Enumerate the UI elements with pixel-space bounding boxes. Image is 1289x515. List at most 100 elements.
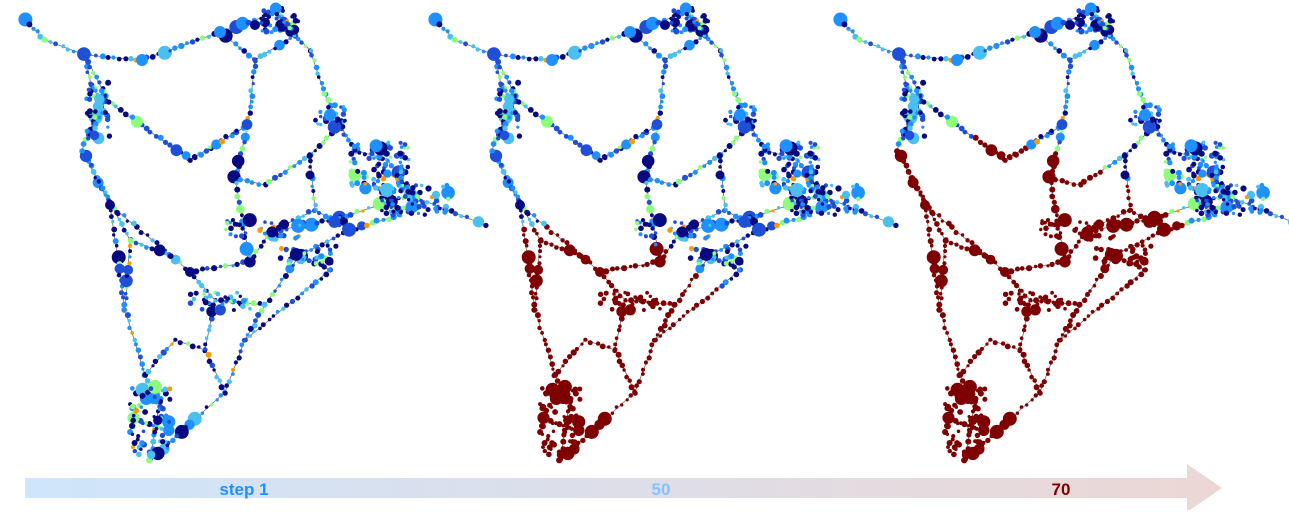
network-node: [644, 261, 650, 267]
network-node: [240, 226, 245, 231]
network-node: [1081, 14, 1087, 19]
network-node: [218, 297, 225, 304]
network-node: [673, 220, 677, 224]
network-node: [284, 302, 290, 308]
network-node: [946, 413, 951, 418]
network-node: [206, 327, 212, 333]
network-node: [1132, 211, 1136, 215]
network-node: [650, 298, 657, 304]
network-node: [319, 114, 323, 119]
network-node: [1026, 139, 1037, 150]
network-node: [531, 301, 538, 308]
network-node: [510, 185, 516, 191]
network-node: [1054, 342, 1060, 348]
network-node: [921, 114, 926, 119]
network-node: [339, 216, 348, 226]
network-node: [295, 295, 301, 301]
network-node: [966, 364, 970, 368]
network-node: [564, 400, 569, 405]
network-node: [405, 164, 411, 170]
network-node: [1033, 393, 1039, 398]
network-node: [938, 264, 949, 275]
network-node: [1115, 291, 1120, 296]
network-node: [804, 204, 811, 211]
network-node: [1078, 220, 1082, 224]
network-node: [969, 400, 974, 405]
network-node: [1279, 214, 1284, 219]
network-node: [1084, 221, 1089, 225]
network-node: [616, 358, 623, 365]
network-node: [559, 54, 566, 60]
network-node: [876, 44, 881, 49]
network-node: [940, 231, 944, 236]
network-node: [605, 37, 610, 42]
network-node: [940, 219, 944, 223]
network-node: [723, 261, 729, 266]
network-node: [291, 218, 306, 233]
network-node: [945, 386, 950, 391]
network-node: [610, 266, 615, 272]
network-node: [278, 233, 284, 239]
network-node: [906, 70, 911, 75]
network-node: [698, 36, 702, 41]
network-node: [524, 263, 535, 274]
network-node: [161, 388, 165, 393]
network-node: [145, 233, 150, 237]
network-node: [1033, 264, 1038, 269]
network-node: [1222, 198, 1226, 202]
network-node: [641, 308, 646, 312]
network-node: [262, 231, 267, 236]
network-node: [570, 349, 577, 356]
network-hub-node: [250, 20, 260, 30]
network-node: [560, 438, 567, 445]
network-node: [53, 41, 58, 47]
network-node: [281, 306, 286, 311]
network-hub-node: [715, 170, 725, 180]
network-node: [679, 221, 684, 225]
network-node: [1156, 107, 1162, 113]
network-node: [921, 133, 928, 139]
network-node: [308, 165, 312, 169]
network-node: [618, 324, 622, 329]
timeline-arrow-shape: [25, 464, 1222, 512]
network-node: [1248, 197, 1255, 204]
network-node: [452, 211, 458, 217]
network-node: [1039, 383, 1044, 388]
network-node: [97, 80, 102, 85]
network-node: [1058, 242, 1063, 247]
network-node: [1214, 164, 1219, 169]
network-node: [232, 298, 237, 303]
network-node: [402, 194, 408, 199]
network-node: [1056, 48, 1062, 54]
network-node: [239, 233, 245, 239]
network-node: [1064, 93, 1071, 100]
network-node: [535, 231, 539, 236]
network-node: [411, 195, 417, 200]
network-node: [241, 48, 247, 54]
network-node: [745, 119, 749, 123]
network-node: [269, 221, 274, 225]
network-node: [1017, 292, 1021, 296]
network-node: [320, 259, 325, 264]
network-node: [937, 111, 944, 118]
network-node: [610, 411, 615, 415]
network-node: [790, 198, 794, 203]
network-node: [1156, 132, 1161, 137]
network-node: [1213, 210, 1218, 215]
network-node: [504, 74, 510, 80]
network-node: [121, 307, 127, 313]
network-node: [1240, 207, 1246, 213]
network-node: [1117, 155, 1123, 161]
network-node: [759, 173, 765, 179]
network-node: [1072, 227, 1078, 233]
network-node: [375, 178, 381, 184]
network-node: [302, 155, 308, 161]
network-node: [856, 196, 861, 202]
network-node: [257, 53, 264, 59]
network-node: [321, 264, 327, 270]
network-node: [319, 277, 324, 281]
network-node: [136, 451, 142, 458]
network-node: [1082, 49, 1087, 54]
network-node: [223, 134, 229, 139]
network-node: [613, 347, 617, 352]
